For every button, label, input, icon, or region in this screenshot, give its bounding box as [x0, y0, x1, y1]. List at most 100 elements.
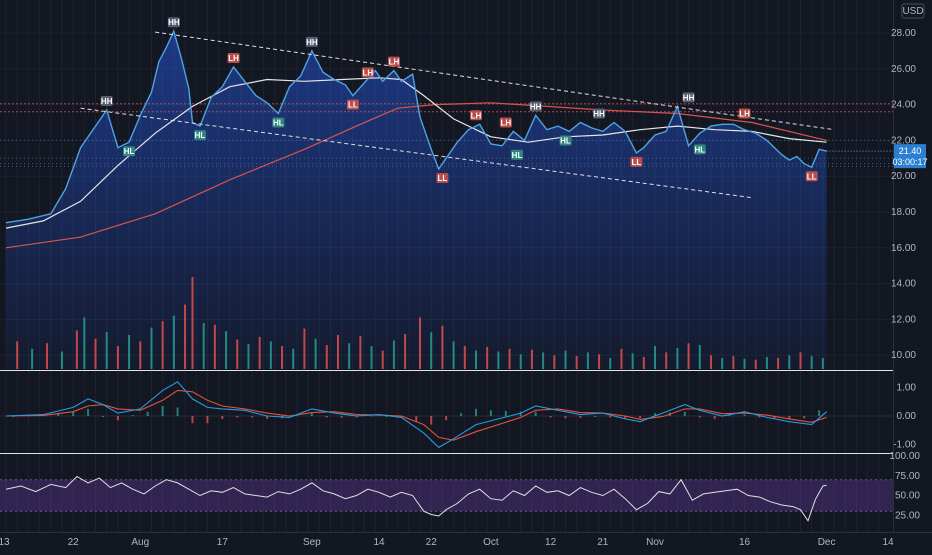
- macd-histogram-bar: [728, 415, 731, 417]
- volume-bar: [620, 348, 623, 369]
- volume-bar: [202, 323, 205, 369]
- macd-histogram-bar: [370, 415, 373, 417]
- volume-bar: [441, 325, 444, 369]
- volume-bar: [281, 346, 284, 369]
- swing-label: HL: [694, 145, 705, 154]
- volume-bar: [709, 355, 712, 369]
- volume-bar: [31, 348, 34, 369]
- swing-label-box: [738, 108, 751, 119]
- swing-label-box: [593, 108, 606, 119]
- swing-label-box: [346, 99, 359, 110]
- macd-histogram-bar: [579, 416, 582, 418]
- volume-bar: [172, 315, 175, 369]
- volume-bar: [161, 321, 164, 369]
- swing-label-box: [167, 17, 180, 28]
- swing-label: LL: [348, 101, 358, 110]
- swing-label: HH: [306, 38, 318, 47]
- macd-histogram-bar: [519, 411, 522, 416]
- time-axis-tick: 16: [739, 537, 751, 548]
- macd-histogram-bar: [310, 412, 313, 416]
- macd-line: [5, 381, 827, 449]
- volume-bar: [60, 351, 63, 369]
- swing-label: HL: [195, 131, 206, 140]
- volume-bar: [665, 352, 668, 369]
- price-axis-tick: 16.00: [891, 243, 916, 254]
- swing-label-box: [272, 117, 285, 128]
- volume-bar: [788, 355, 791, 369]
- volume-bar: [721, 357, 724, 369]
- macd-histogram-bar: [654, 413, 657, 416]
- price-area: [6, 31, 827, 369]
- time-axis-tick: 22: [426, 537, 438, 548]
- macd-axis-tick: 1.00: [897, 383, 917, 394]
- swing-label: LL: [438, 174, 448, 183]
- volume-bar: [463, 346, 466, 369]
- volume-bar: [799, 352, 802, 369]
- volume-bar: [519, 354, 522, 369]
- price-axis-tick: 10.00: [891, 350, 916, 361]
- macd-histogram-bar: [818, 410, 821, 416]
- macd-histogram-bar: [445, 416, 448, 421]
- swing-label-box: [529, 101, 542, 112]
- volume-bar: [743, 358, 746, 369]
- volume-bar: [184, 304, 187, 369]
- macd-histogram-bar: [161, 406, 164, 416]
- volume-bar: [542, 352, 545, 369]
- volume-bar: [452, 341, 455, 369]
- macd-histogram-bar: [803, 416, 806, 419]
- volume-bar: [269, 341, 272, 369]
- price-line: [5, 29, 827, 224]
- volume-bar: [810, 356, 813, 369]
- rsi-axis-tick: 50.00: [895, 491, 920, 502]
- volume-bar: [303, 328, 306, 369]
- macd-histogram-bar: [564, 416, 567, 419]
- volume-bar: [258, 336, 261, 369]
- swing-label-box: [100, 95, 113, 106]
- time-axis-tick: 13: [0, 537, 10, 548]
- macd-histogram-bar: [340, 416, 343, 418]
- swing-label: HL: [512, 151, 523, 160]
- volume-bar: [213, 324, 216, 369]
- price-axis-tick: 26.00: [891, 64, 916, 75]
- macd-histogram-bar: [12, 416, 15, 417]
- slow-moving-average-line: [5, 102, 827, 249]
- macd-histogram-bar: [534, 411, 537, 416]
- volume-bar: [314, 338, 317, 369]
- swing-label: LL: [631, 158, 641, 167]
- volume-bar: [105, 332, 108, 369]
- macd-histogram-bar: [87, 408, 90, 416]
- swing-label-box: [630, 156, 643, 167]
- volume-bar: [128, 334, 131, 369]
- rsi-axis-tick: 25.00: [895, 510, 920, 521]
- macd-axis-tick: 0.00: [897, 411, 917, 422]
- rsi-axis-tick: 75.00: [895, 471, 920, 482]
- macd-histogram-bar: [609, 416, 612, 418]
- volume-bar: [698, 345, 701, 369]
- swing-label: HH: [530, 102, 542, 111]
- volume-bar: [676, 347, 679, 369]
- macd-histogram-bar: [236, 416, 239, 418]
- volume-bar: [732, 356, 735, 369]
- price-axis-panel: [893, 0, 932, 532]
- macd-histogram-bar: [206, 416, 209, 424]
- swing-label: LH: [739, 110, 750, 119]
- volume-bar: [497, 351, 500, 369]
- macd-histogram-bar: [191, 416, 194, 424]
- bar-countdown: 03:00:17: [892, 157, 927, 167]
- swing-label-box: [123, 146, 136, 157]
- price-axis-tick: 14.00: [891, 279, 916, 290]
- volume-bar: [586, 352, 589, 369]
- trendline: [155, 31, 835, 131]
- macd-histogram-bar: [251, 416, 254, 418]
- volume-bar: [419, 317, 422, 369]
- volume-bar: [75, 330, 78, 369]
- swing-label-box: [305, 36, 318, 47]
- swing-label-box: [499, 117, 512, 128]
- price-axis-tick: 22.00: [891, 135, 916, 146]
- swing-label: HH: [683, 93, 695, 102]
- swing-label-box: [469, 110, 482, 121]
- macd-histogram-bar: [221, 416, 224, 419]
- swing-label: HL: [560, 136, 571, 145]
